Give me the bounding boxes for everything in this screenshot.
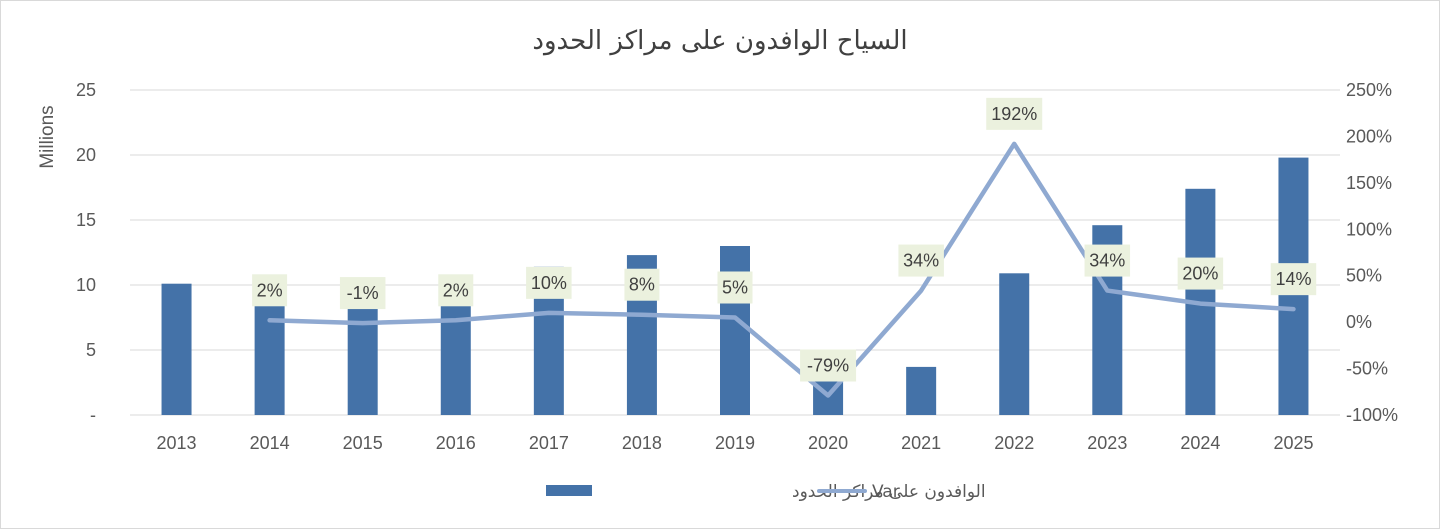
right-tick-label: 150% (1346, 173, 1392, 193)
data-label: 20% (1182, 264, 1218, 284)
right-tick-label: 200% (1346, 126, 1392, 146)
data-label: 14% (1275, 269, 1311, 289)
x-axis-ticks: 2013 2014 2015 2016 2017 2018 2019 2020 2021 2022… (157, 433, 1314, 453)
right-axis-ticks: -100% -50% 0% 50% 100% 150% 200% 250% (1346, 80, 1398, 425)
data-label-group: 34% (898, 244, 944, 277)
data-label: 192% (991, 104, 1037, 124)
data-label-group: 5% (717, 271, 753, 304)
bar (906, 366, 937, 415)
data-label-box (800, 349, 857, 382)
data-label-group: 192% (986, 97, 1043, 130)
data-label-group: 8% (624, 268, 660, 301)
right-tick-label: -50% (1346, 359, 1388, 379)
x-tick-label: 2015 (343, 433, 383, 453)
left-axis-ticks: - 5 10 15 20 25 (76, 80, 96, 425)
left-tick-label: 20 (76, 145, 96, 165)
left-tick-label: 10 (76, 275, 96, 295)
data-label-box (898, 244, 944, 277)
data-label-box (1084, 244, 1131, 277)
x-tick-label: 2021 (901, 433, 941, 453)
data-label-box (526, 266, 572, 299)
x-tick-label: 2024 (1180, 433, 1220, 453)
x-tick-label: 2013 (157, 433, 197, 453)
data-label-group: -1% (339, 277, 386, 310)
data-label-group: 2% (438, 274, 474, 307)
data-label: 34% (1089, 251, 1125, 271)
right-tick-label: 100% (1346, 219, 1392, 239)
data-label: 2% (257, 280, 283, 300)
gridlines (130, 89, 1340, 416)
data-label: 2% (443, 280, 469, 300)
line-series (267, 141, 1296, 398)
chart-title: السياح الوافدون على مراكز الحدود (532, 26, 907, 56)
data-label-box (1270, 263, 1317, 296)
bar (720, 246, 750, 415)
legend-bar-label: الوافدون على مراكز الحدود (792, 482, 986, 502)
legend-bar-swatch (546, 485, 592, 496)
x-tick-label: 2020 (808, 433, 848, 453)
data-label-group: 34% (1084, 244, 1131, 277)
data-label-box (339, 277, 386, 310)
right-tick-label: 250% (1346, 80, 1392, 100)
x-tick-label: 2023 (1087, 433, 1127, 453)
data-label: 5% (722, 278, 748, 298)
data-labels: 2% -1% 2% 10% 8% 5% -79% 34% 192% 34% 20% 14% (252, 97, 1317, 382)
left-tick-label: - (90, 405, 96, 425)
data-label-box (986, 97, 1043, 130)
right-tick-label: -100% (1346, 405, 1398, 425)
data-label-box (624, 268, 660, 301)
bar (999, 273, 1030, 415)
x-tick-label: 2017 (529, 433, 569, 453)
left-tick-label: 5 (86, 340, 96, 360)
data-label-box (717, 271, 753, 304)
left-tick-label: 15 (76, 210, 96, 230)
data-label: -79% (807, 356, 849, 376)
left-axis-title: Millions (37, 105, 58, 168)
data-label-group: 2% (252, 274, 288, 307)
legend: الوافدون على مراكز الحدود Var (546, 482, 986, 502)
x-tick-label: 2025 (1273, 433, 1313, 453)
data-label-group: 14% (1270, 263, 1317, 296)
x-tick-label: 2016 (436, 433, 476, 453)
right-tick-label: 0% (1346, 312, 1372, 332)
data-label: -1% (347, 283, 379, 303)
left-tick-label: 25 (76, 80, 96, 100)
data-label-group: 10% (526, 266, 572, 299)
data-label-group: -79% (800, 349, 857, 382)
x-tick-label: 2019 (715, 433, 755, 453)
x-tick-label: 2018 (622, 433, 662, 453)
data-label-box (1177, 257, 1224, 290)
data-label: 8% (629, 275, 655, 295)
legend-line-label: Var (872, 482, 900, 502)
right-tick-label: 50% (1346, 266, 1382, 286)
data-label-box (252, 274, 288, 307)
bar (161, 283, 192, 415)
data-label: 34% (903, 251, 939, 271)
data-label-group: 20% (1177, 257, 1224, 290)
data-label: 10% (531, 273, 567, 293)
x-tick-label: 2014 (250, 433, 290, 453)
x-tick-label: 2022 (994, 433, 1034, 453)
var-line (267, 141, 1296, 398)
data-label-box (438, 274, 474, 307)
